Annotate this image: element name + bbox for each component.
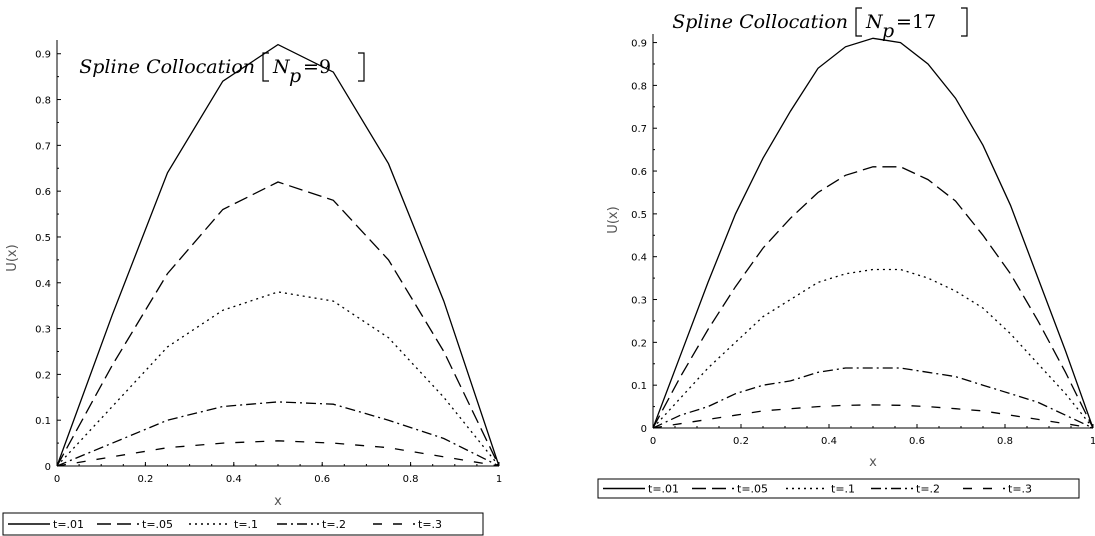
chart-1-series-line-t2 (56, 401, 500, 467)
chart-2-y-tick-label: 0.6 (631, 167, 647, 178)
chart-2-legend-label: t=.2 (916, 483, 940, 496)
chart-2-x-tick-label: 0.4 (821, 436, 837, 447)
chart-2-title-bracket-right (961, 7, 968, 37)
chart-1-legend-label: t=.05 (142, 518, 173, 531)
chart-1-x-tick-label: 0 (54, 474, 60, 485)
chart-2-y-tick-label: 0.1 (631, 381, 647, 392)
chart-2-legend-label: t=.01 (648, 483, 679, 496)
chart-1-y-tick-label: 0.5 (35, 233, 51, 244)
chart-2-y-tick-label: 0.9 (631, 39, 647, 50)
chart-1-y-tick-label: 0.7 (35, 141, 51, 152)
chart-2-series-line-t2 (652, 367, 1094, 429)
chart-1-series-line-t05 (56, 181, 500, 467)
chart-1-y-tick-label: 0.4 (35, 279, 51, 290)
chart-1-y-tick-label: 0.2 (35, 370, 51, 381)
chart-1-x-axis-label: x (274, 494, 282, 509)
chart-2-legend-box (597, 478, 1080, 499)
chart-1-series-line-t1 (56, 291, 500, 467)
chart-2-x-tick-label: 0.2 (733, 436, 749, 447)
chart-2-series-line-t05 (652, 166, 1094, 429)
chart-1-legend-label: t=.01 (53, 518, 84, 531)
chart-1-series-line-t3 (56, 440, 500, 467)
chart-1-title-sub: p (289, 65, 301, 87)
chart-1-x-tick-label: 0.4 (226, 474, 242, 485)
chart-1-y-tick-label: 0.9 (35, 50, 51, 61)
chart-2-series-line-t3 (652, 404, 1094, 429)
chart-1-y-tick-label: 0.1 (35, 416, 51, 427)
chart-2-y-tick-label: 0.3 (631, 296, 647, 307)
chart-1-title-equals: = (303, 56, 319, 78)
chart-1-legend-box (2, 512, 484, 536)
chart-2-x-tick-label: 0.6 (909, 436, 925, 447)
chart-2-series-line-t1 (652, 268, 1094, 429)
chart-1-y-tick-label: 0.8 (35, 96, 51, 107)
chart-1-y-tick-label: 0 (45, 462, 51, 473)
chart-1-x-tick-label: 0.8 (403, 474, 419, 485)
chart-1-y-tick-label: 0.3 (35, 325, 51, 336)
chart-2-legend-label: t=.05 (737, 483, 768, 496)
chart-2-title: Spline Collocation (672, 11, 848, 33)
chart-2-x-tick-label: 0.8 (997, 436, 1013, 447)
chart-2-legend-label: t=.1 (831, 483, 855, 496)
chart-2-x-tick-label: 1 (1090, 436, 1095, 447)
chart-1-title-value: 9 (319, 56, 331, 78)
chart-2-legend-label: t=.3 (1008, 483, 1032, 496)
chart-1-legend-label: t=.2 (322, 518, 346, 531)
chart-1-x-tick-label: 0.6 (314, 474, 330, 485)
chart-2-y-tick-label: 0 (641, 424, 647, 435)
chart-2-x-tick-label: 0 (650, 436, 656, 447)
chart-1-legend-label: t=.1 (234, 518, 258, 531)
chart-1-legend-label: t=.3 (418, 518, 442, 531)
chart-2-x-axis-label: x (869, 455, 877, 470)
chart-2-y-tick-label: 0.4 (631, 253, 647, 264)
chart-2-title-bracket-left (855, 7, 862, 37)
chart-2-title-sub: p (882, 20, 894, 42)
chart-2-title-equals: = (896, 11, 912, 33)
chart-1-title-n: N (272, 56, 291, 78)
chart-2-y-tick-label: 0.5 (631, 210, 647, 221)
chart-1-title: Spline Collocation (79, 56, 255, 78)
chart-2-y-axis-label: U(x) (606, 206, 621, 233)
chart-2-title-value: 17 (912, 11, 936, 33)
chart-1-series-line-t01 (56, 43, 500, 467)
chart-1-x-tick-label: 0.2 (137, 474, 153, 485)
chart-1-title-bracket-right (358, 52, 365, 82)
chart-2-y-tick-label: 0.2 (631, 338, 647, 349)
chart-1-title-bracket-left (262, 52, 269, 82)
chart-1-x-tick-label: 1 (496, 474, 502, 485)
chart-1-y-tick-label: 0.6 (35, 187, 51, 198)
chart-2-series-line-t01 (652, 37, 1094, 429)
chart-2-title-n: N (865, 11, 884, 33)
chart-2-y-tick-label: 0.8 (631, 81, 647, 92)
chart-1-y-axis-label: U(x) (5, 244, 20, 271)
chart-2-y-tick-label: 0.7 (631, 124, 647, 135)
